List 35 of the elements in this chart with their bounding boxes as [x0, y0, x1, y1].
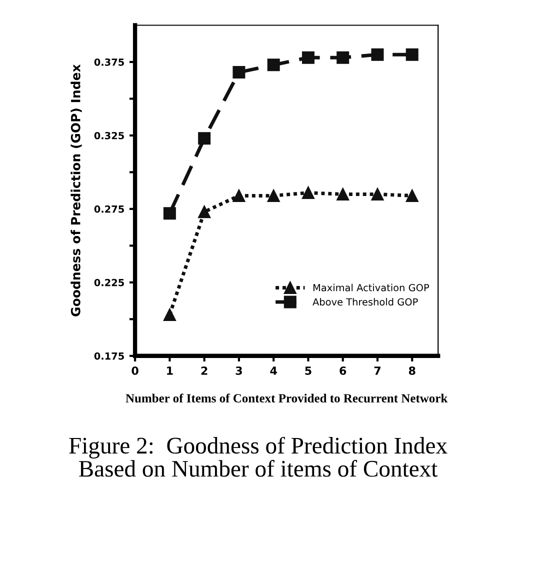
point — [163, 308, 176, 321]
y-tick-label: 0.275 — [94, 205, 124, 213]
x-tick-label: 3 — [236, 366, 242, 375]
y-tick-label: 0.175 — [94, 352, 124, 360]
point — [232, 189, 246, 202]
point — [232, 66, 246, 79]
point — [267, 58, 280, 72]
y-tick-label: 0.225 — [94, 278, 124, 286]
point — [267, 189, 280, 202]
point — [198, 206, 211, 218]
y-axis-title: Goodness of Prediction (GOP) Index — [70, 64, 82, 316]
legend-label: Above Threshold GOP — [312, 298, 418, 306]
point — [198, 132, 211, 145]
x-axis-title: Number of Items of Context Provided to Recurrent Network — [126, 394, 448, 403]
legend-label: Maximal Activation GOP — [313, 284, 430, 292]
x-tick-label: 7 — [374, 366, 380, 375]
x-tick-label: 4 — [270, 366, 277, 375]
x-tick-label: 5 — [305, 366, 312, 375]
x-tick-label: 6 — [340, 366, 346, 375]
point — [336, 51, 350, 64]
point — [302, 51, 314, 64]
point — [406, 189, 418, 202]
y-tick-label: 0.325 — [94, 132, 124, 140]
point — [371, 188, 384, 200]
point — [371, 48, 384, 61]
point — [163, 207, 176, 220]
x-tick-label: 8 — [408, 366, 416, 375]
x-tick-label: 0 — [132, 366, 138, 375]
point — [302, 186, 314, 200]
point — [336, 188, 350, 200]
x-tick-label: 2 — [201, 366, 208, 375]
caption: Figure 2: Goodness of Prediction Index Based on Number of items of Context — [69, 436, 448, 477]
x-tick-label: 1 — [167, 366, 173, 375]
point — [406, 48, 418, 61]
y-tick-label: 0.375 — [94, 58, 124, 66]
